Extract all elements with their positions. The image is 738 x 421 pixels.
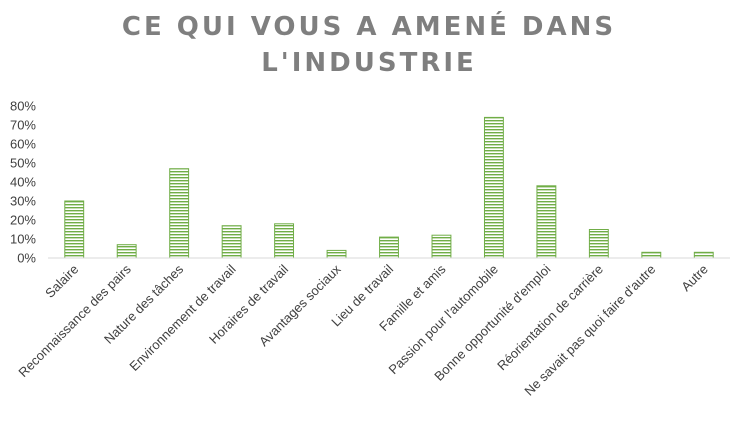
y-tick-label: 70% [10,118,36,133]
bar [588,229,609,259]
y-tick-label: 80% [10,99,36,114]
x-tick-label: Salaire [42,262,81,301]
bar [64,200,85,259]
chart-title-line-2: L'INDUSTRIE [261,48,477,78]
y-tick-label: 20% [10,213,36,228]
x-tick-label: Environnement de travail [126,261,238,373]
x-tick-label: Réorientation de carrière [494,262,606,374]
y-tick-label: 30% [10,194,36,209]
y-tick-label: 50% [10,156,36,171]
bar [326,249,347,259]
bar [641,251,662,259]
bar [536,185,557,259]
y-tick-label: 40% [10,175,36,190]
y-tick-label: 10% [10,232,36,247]
y-axis: 0% 10% 20% 30% 40% 50% 60% 70% 80% [10,99,36,266]
chart-title-line-1: CE QUI VOUS A AMENÉ DANS [121,12,617,42]
x-tick-label: Passion pour l'automobile [385,262,501,378]
bar [221,225,242,259]
bar [169,168,190,259]
bar [693,251,714,259]
bar [483,116,504,259]
y-tick-label: 60% [10,137,36,152]
bar [116,244,137,259]
bar [379,236,399,259]
bar [274,223,295,259]
bars [64,116,714,259]
y-tick-label: 0% [17,251,36,266]
bar [431,234,452,259]
x-tick-label: Autre [678,262,711,295]
